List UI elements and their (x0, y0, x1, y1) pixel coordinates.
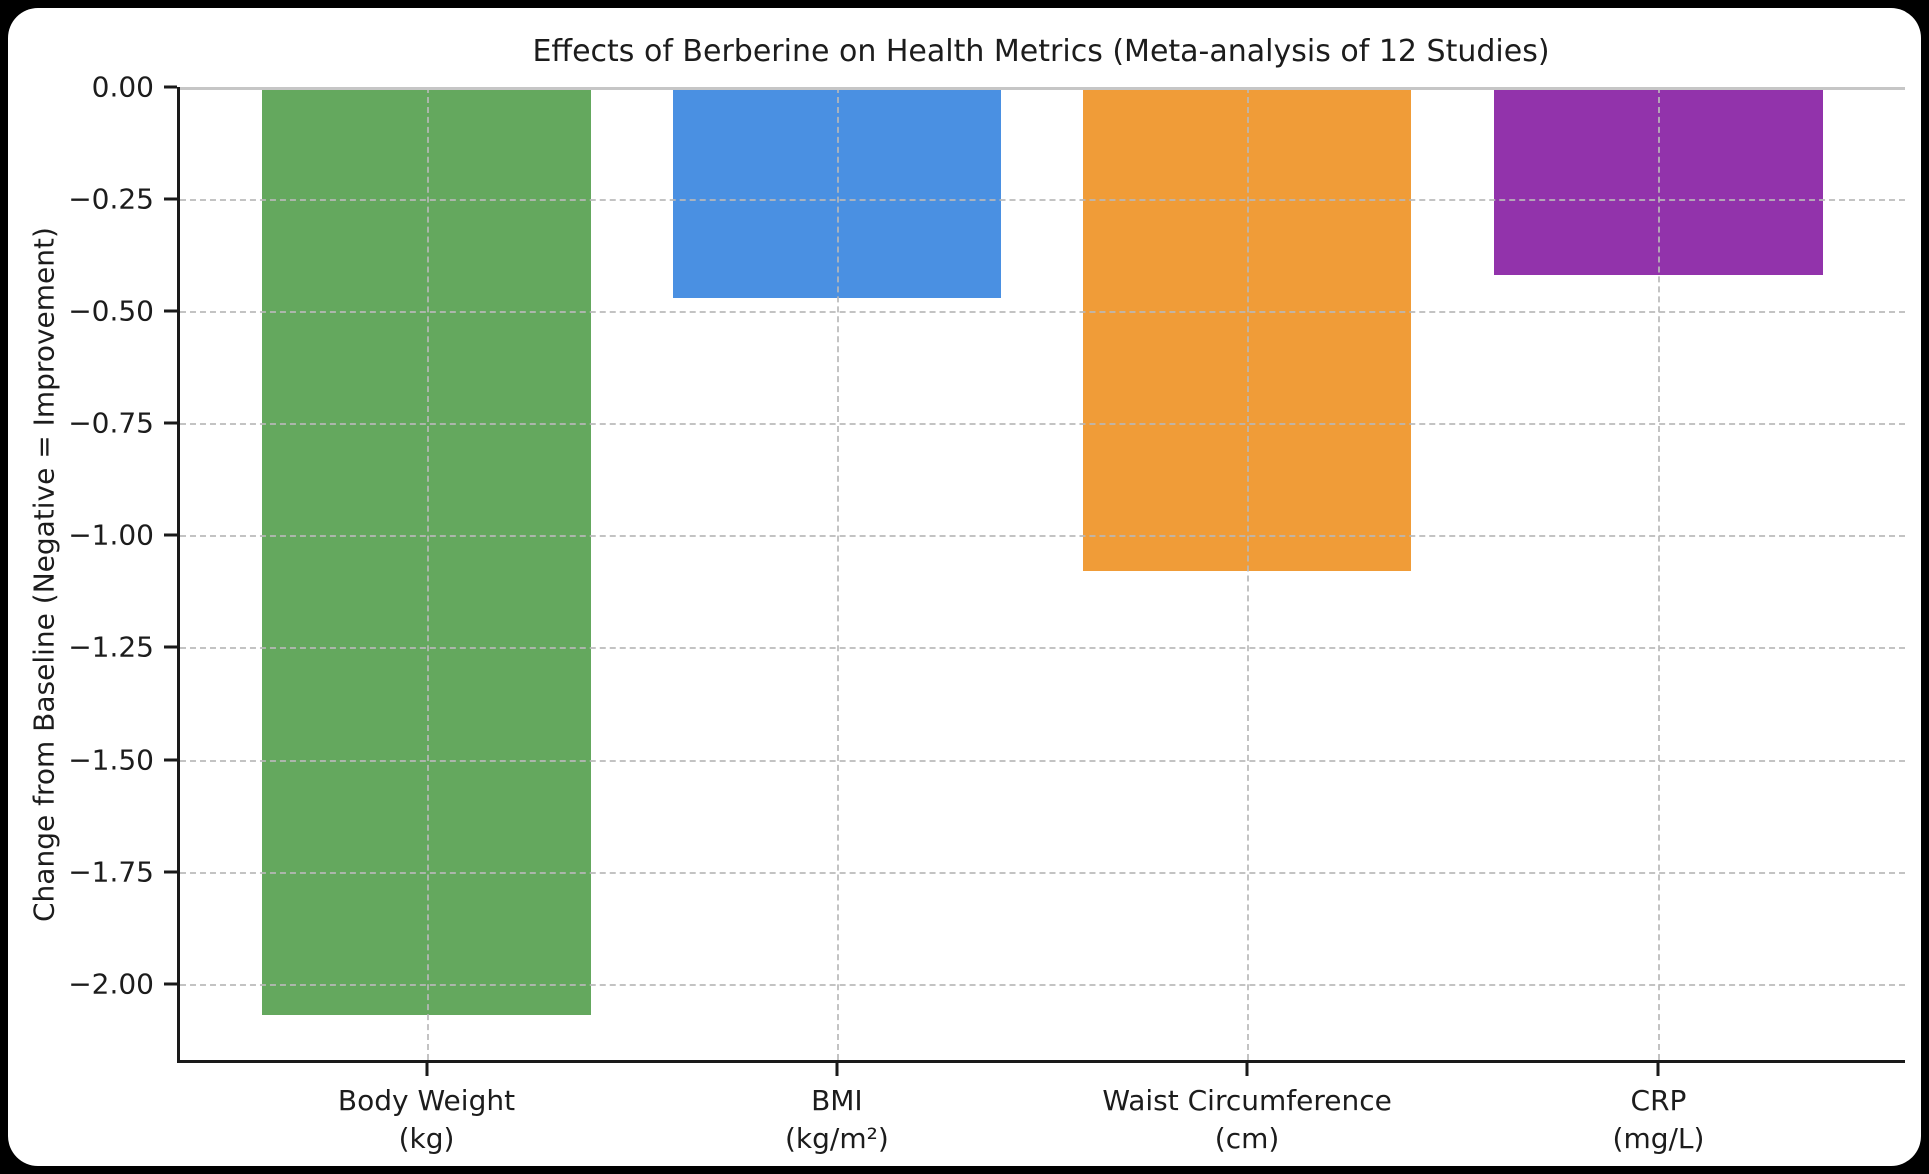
h-gridline (180, 535, 1905, 538)
y-axis-label: Change from Baseline (Negative = Improve… (27, 227, 61, 923)
y-tick-label: −1.50 (68, 743, 154, 777)
y-tick (164, 421, 177, 425)
y-tick-label: −1.75 (68, 855, 154, 889)
zero-baseline (180, 87, 1905, 90)
v-gridline (1247, 87, 1250, 1060)
h-gridline (180, 759, 1905, 762)
chart-title: Effects of Berberine on Health Metrics (… (532, 34, 1550, 69)
y-tick (164, 645, 177, 649)
y-tick-label: −0.50 (68, 294, 154, 328)
x-tick-label-waist-circumference: Waist Circumference (cm) (1102, 1084, 1392, 1155)
y-tick (164, 197, 177, 201)
x-tick-label-crp: CRP (mg/L) (1612, 1084, 1705, 1155)
h-gridline (180, 199, 1905, 202)
x-tick (835, 1063, 839, 1076)
y-tick (164, 309, 177, 313)
h-gridline (180, 311, 1905, 314)
y-tick-label: −0.75 (68, 406, 154, 440)
h-gridline (180, 983, 1905, 986)
chart-card: Effects of Berberine on Health Metrics (… (8, 8, 1921, 1166)
x-tick (425, 1063, 428, 1076)
y-tick (164, 870, 177, 874)
y-tick (164, 85, 177, 89)
h-gridline (180, 647, 1905, 650)
v-gridline (1658, 87, 1661, 1060)
h-gridline (180, 871, 1905, 874)
plot-area: 0.00 −0.25 −0.50 −0.75 −1.00 −1.25 −1.50 −1.75 −… (68, 71, 1905, 1155)
v-gridline (836, 87, 839, 1060)
y-tick-label: −0.25 (68, 182, 154, 216)
x-tick-label-body-weight: Body Weight (kg) (337, 1084, 516, 1155)
y-tick (164, 758, 177, 762)
y-tick-label: 0.00 (91, 70, 154, 104)
x-tick (1245, 1063, 1249, 1076)
y-tick (164, 533, 177, 537)
y-tick-label: −1.25 (68, 630, 154, 664)
x-tick (1656, 1063, 1660, 1076)
y-tick-label: −2.00 (68, 967, 154, 1001)
y-tick (164, 982, 177, 986)
y-tick-label: −1.00 (68, 518, 154, 552)
h-gridline (180, 423, 1905, 426)
x-tick-label-bmi: BMI (kg/m²) (784, 1084, 889, 1155)
v-gridline (426, 87, 429, 1060)
